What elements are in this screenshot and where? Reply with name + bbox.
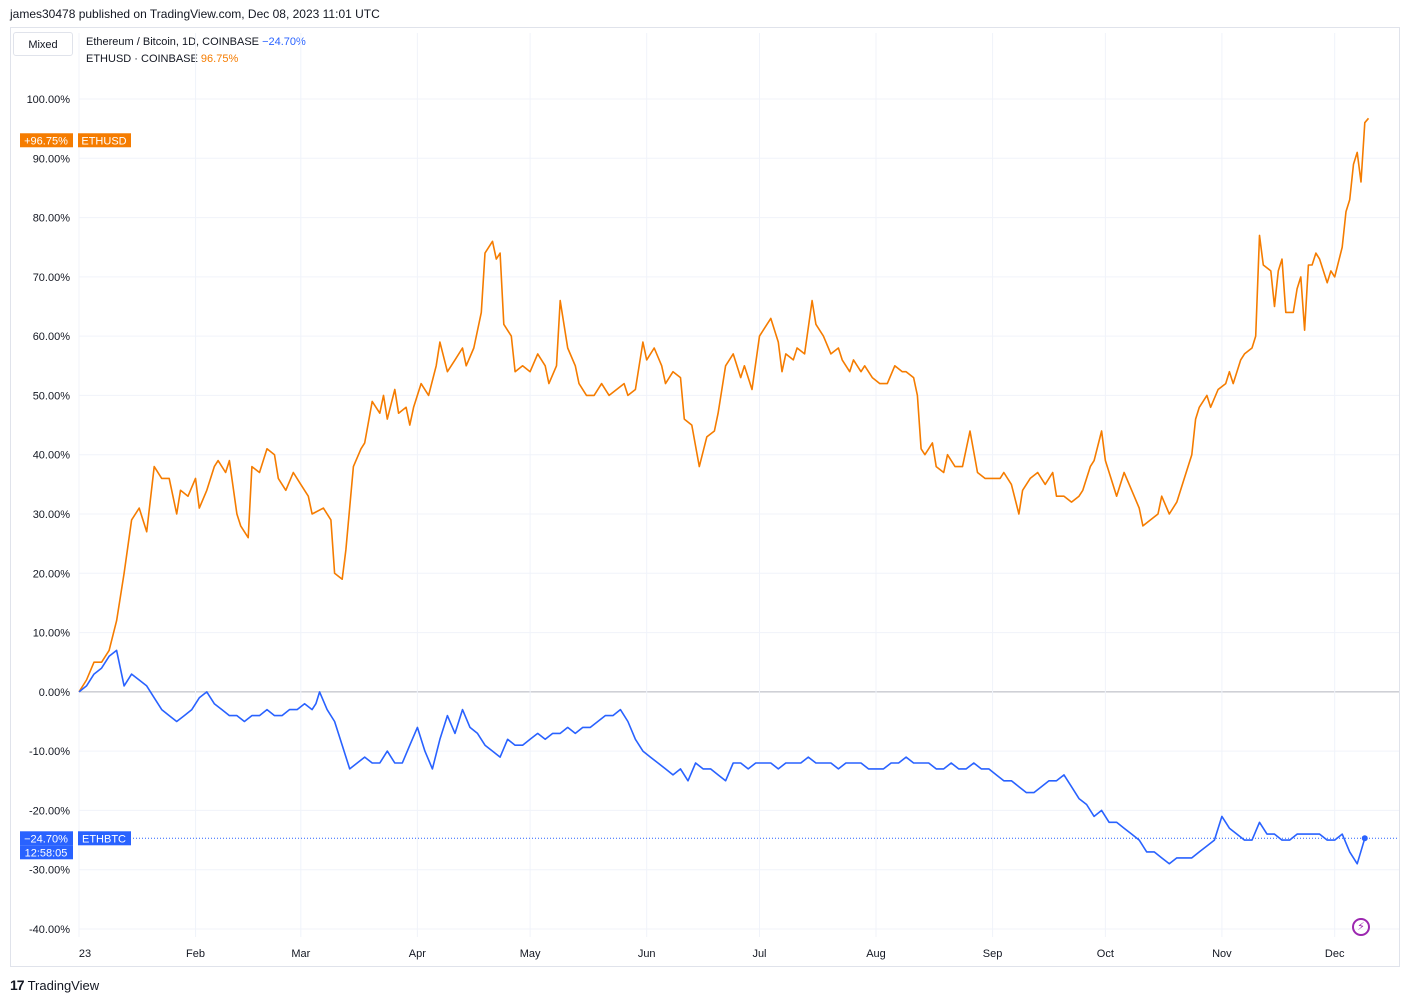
legend-ethbtc-label: Ethereum / Bitcoin, 1D, COINBASE xyxy=(86,36,260,48)
ethusd-badge-tag: ETHUSD xyxy=(81,135,126,147)
ethbtc-badge-value: −24.70% xyxy=(24,833,68,845)
chart-frame xyxy=(10,27,1400,967)
legend-ethusd-label: ETHUSD · COINBASE xyxy=(86,53,198,65)
chart-legend: Ethereum / Bitcoin, 1D, COINBASE −24.70%… xyxy=(86,34,306,68)
legend-ethbtc[interactable]: Ethereum / Bitcoin, 1D, COINBASE −24.70% xyxy=(86,34,306,51)
publish-info: james30478 published on TradingView.com,… xyxy=(10,7,380,21)
y-tick-label: -30.00% xyxy=(29,865,70,877)
x-tick-label: Oct xyxy=(1097,948,1114,960)
x-tick-label: Jun xyxy=(638,948,656,960)
y-tick-label: 0.00% xyxy=(39,687,70,699)
ethbtc-badge-tag: ETHBTC xyxy=(82,833,126,845)
x-tick-label: Sep xyxy=(983,948,1003,960)
legend-ethusd[interactable]: ETHUSD · COINBASE 96.75% xyxy=(86,51,306,68)
scale-mode-button[interactable]: Mixed xyxy=(13,32,73,56)
y-tick-label: -40.00% xyxy=(29,924,70,936)
x-tick-label: Feb xyxy=(186,948,205,960)
ethbtc-badge-value-bg xyxy=(20,831,73,846)
ethusd-badge-tag-bg xyxy=(78,133,131,148)
tradingview-logo-icon: 17 xyxy=(10,977,25,993)
y-tick-label: -10.00% xyxy=(29,746,70,758)
legend-ethusd-change: 96.75% xyxy=(200,53,239,65)
y-tick-label: 100.00% xyxy=(27,94,71,106)
y-tick-label: 10.00% xyxy=(33,628,71,640)
ethbtc-badge-countdown: 12:58:05 xyxy=(25,847,68,859)
x-tick-label: Aug xyxy=(866,948,886,960)
x-tick-label: 23 xyxy=(79,948,91,960)
y-tick-label: 80.00% xyxy=(33,213,71,225)
x-tick-label: Nov xyxy=(1212,948,1232,960)
ethbtc-badge-tag-bg xyxy=(78,831,131,846)
y-tick-label: 70.00% xyxy=(33,272,71,284)
legend-ethbtc-change: −24.70% xyxy=(262,36,306,48)
x-tick-label: Dec xyxy=(1325,948,1345,960)
y-tick-label: 30.00% xyxy=(33,509,71,521)
footer-brand-label: TradingView xyxy=(27,977,100,993)
ethbtc-badge-countdown-bg xyxy=(20,845,73,860)
y-tick-label: 60.00% xyxy=(33,331,71,343)
y-tick-label: -20.00% xyxy=(29,805,70,817)
y-tick-label: 50.00% xyxy=(33,390,71,402)
series-line-ethbtc xyxy=(78,649,1366,865)
x-tick-label: Mar xyxy=(291,948,310,960)
ethusd-badge-value-bg xyxy=(20,133,73,148)
series-line-ethusd xyxy=(78,117,1370,693)
y-tick-label: 90.00% xyxy=(33,153,71,165)
y-tick-label: 20.00% xyxy=(33,568,71,580)
x-tick-label: Apr xyxy=(409,948,426,960)
flash-icon[interactable]: ⚡ xyxy=(1352,918,1370,936)
footer-brand[interactable]: 17 TradingView xyxy=(10,977,99,993)
x-tick-label: Jul xyxy=(752,948,766,960)
x-tick-label: May xyxy=(520,948,541,960)
ethbtc-last-dot xyxy=(1361,835,1368,842)
ethusd-badge-value: +96.75% xyxy=(24,135,68,147)
y-tick-label: 40.00% xyxy=(33,450,71,462)
